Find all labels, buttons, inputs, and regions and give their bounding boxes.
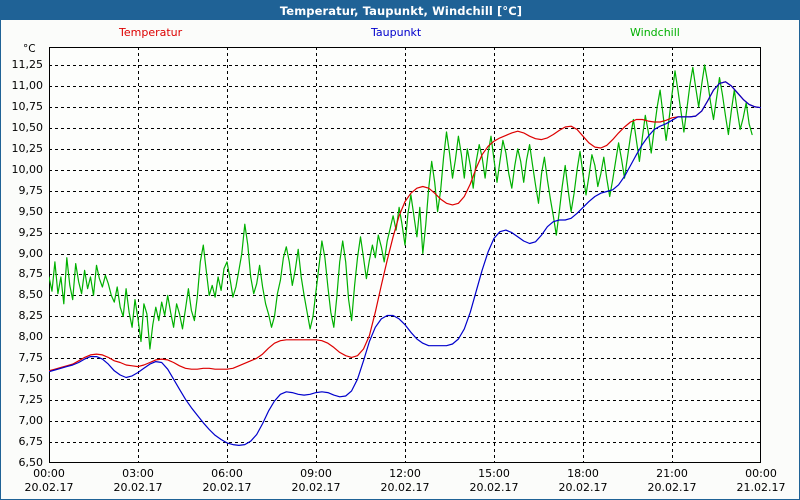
y-axis-tick-label: 10,00: [11, 162, 44, 176]
x-axis-tick-date: 20.02.17: [380, 481, 430, 494]
series-line-temperatur: [49, 81, 761, 372]
y-axis-unit-label: °C: [23, 43, 36, 55]
x-axis-tick-date: 20.02.17: [24, 481, 74, 494]
x-axis-tick-date: 20.02.17: [291, 481, 341, 494]
y-axis-tick-label: 6,50: [18, 456, 44, 469]
x-axis-tick-time: 15:00: [478, 467, 510, 480]
x-axis-tick-label: 00:00 21.02.17: [726, 467, 796, 495]
y-axis-tick-label: 10,75: [11, 99, 44, 113]
y-axis-tick-label: 9,25: [18, 225, 44, 239]
x-axis-tick-label: 00:00 20.02.17: [14, 467, 84, 495]
x-axis-tick-time: 00:00: [745, 467, 777, 480]
y-axis-tick-label: 8,25: [18, 309, 44, 323]
plot-area: [49, 47, 761, 463]
series-line-taupunkt: [49, 81, 761, 446]
x-axis-tick-date: 20.02.17: [558, 481, 608, 494]
y-axis-tick-label: 9,50: [18, 204, 44, 218]
legend-label-temperatur: Temperatur: [119, 26, 183, 39]
y-axis-tick-label: 7,00: [18, 414, 44, 428]
series-line-windchill: [49, 64, 753, 350]
y-axis-tick-label: 6,75: [18, 435, 44, 449]
x-axis-tick-time: 06:00: [211, 467, 243, 480]
window-title-bar: Temperatur, Taupunkt, Windchill [°C]: [1, 1, 800, 20]
x-axis-tick-label: 03:00 20.02.17: [103, 467, 173, 495]
x-axis-tick-date: 20.02.17: [113, 481, 163, 494]
y-axis-tick-label: 7,50: [18, 372, 44, 386]
x-axis-tick-time: 03:00: [122, 467, 154, 480]
y-axis-tick-label: 8,50: [18, 288, 44, 302]
y-axis-tick-label: 11,00: [11, 78, 44, 92]
x-axis-tick-time: 00:00: [33, 467, 65, 480]
legend-item-windchill: Windchill: [630, 26, 680, 39]
x-axis-tick-label: 09:00 20.02.17: [281, 467, 351, 495]
x-axis-tick-time: 12:00: [389, 467, 421, 480]
x-axis-tick-date: 20.02.17: [469, 481, 519, 494]
y-axis-tick-label: 7,25: [18, 393, 44, 407]
y-axis-tick-label: 7,75: [18, 351, 44, 365]
y-axis-tick-label: 10,25: [11, 141, 44, 155]
x-axis-tick-label: 21:00 20.02.17: [637, 467, 707, 495]
x-axis-tick-time: 09:00: [300, 467, 332, 480]
y-axis-tick-label: 9,75: [18, 183, 44, 197]
legend-label-taupunkt: Taupunkt: [371, 26, 422, 39]
y-axis-tick-label: 11,25: [11, 58, 44, 71]
x-axis-tick-label: 18:00 20.02.17: [548, 467, 618, 495]
x-axis-tick-label: 12:00 20.02.17: [370, 467, 440, 495]
y-axis-tick-label: 9,00: [18, 246, 44, 260]
x-axis-tick-time: 21:00: [656, 467, 688, 480]
y-axis-tick-label: 8,00: [18, 330, 44, 344]
y-axis-tick-label: 10,50: [11, 120, 44, 134]
chart-svg: [49, 47, 761, 463]
window-title: Temperatur, Taupunkt, Windchill [°C]: [279, 3, 523, 18]
legend-item-temperatur: Temperatur: [119, 26, 182, 39]
y-axis-tick-label: 8,75: [18, 267, 44, 281]
x-axis-tick-time: 18:00: [567, 467, 599, 480]
x-axis-tick-label: 15:00 20.02.17: [459, 467, 529, 495]
x-axis-tick-date: 20.02.17: [202, 481, 252, 494]
legend-item-taupunkt: Taupunkt: [371, 26, 421, 39]
x-axis-tick-date: 21.02.17: [736, 481, 786, 494]
legend-label-windchill: Windchill: [630, 26, 680, 39]
x-axis-tick-date: 20.02.17: [647, 481, 697, 494]
x-axis-tick-label: 06:00 20.02.17: [192, 467, 262, 495]
